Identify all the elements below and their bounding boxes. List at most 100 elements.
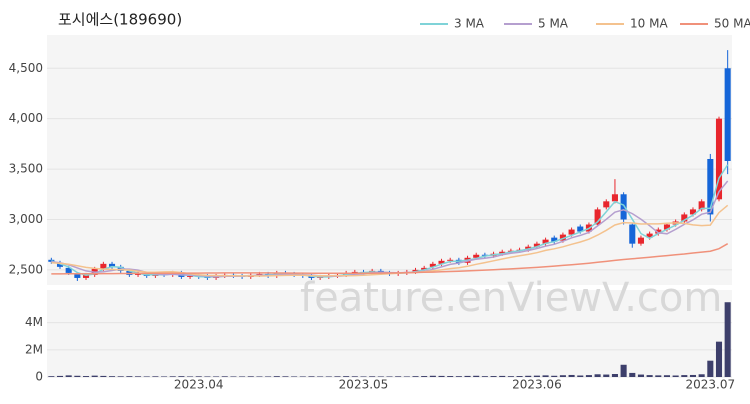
volume-bar xyxy=(507,376,514,377)
candle-body xyxy=(707,158,714,215)
volume-bar xyxy=(273,376,280,377)
volume-bar xyxy=(256,376,263,377)
volume-bar xyxy=(447,376,454,377)
candle-body xyxy=(655,229,662,234)
candle-body xyxy=(603,201,610,208)
candle-body xyxy=(637,237,644,244)
volume-bar xyxy=(152,376,159,377)
x-tick-label: 2023.04 xyxy=(174,378,224,392)
y-tick-label: 2M xyxy=(25,342,43,356)
volume-bar xyxy=(204,376,211,377)
candle-body xyxy=(620,194,627,220)
volume-bar xyxy=(672,375,679,377)
candle-body xyxy=(447,259,454,261)
candle-body xyxy=(611,194,618,202)
volume-bar xyxy=(681,375,688,377)
candle-body xyxy=(507,250,514,252)
volume-bar xyxy=(395,376,402,377)
candle-body xyxy=(481,254,488,256)
candle-body xyxy=(724,68,731,162)
volume-bar xyxy=(265,376,272,377)
volume-bar xyxy=(577,375,584,377)
volume-bar xyxy=(230,376,237,377)
volume-bar xyxy=(325,376,332,377)
candle-body xyxy=(559,234,566,241)
x-tick-label: 2023.07 xyxy=(686,378,736,392)
candle-body xyxy=(421,267,428,270)
volume-bar xyxy=(689,374,697,377)
volume-bar xyxy=(655,375,662,377)
volume-bar xyxy=(429,375,436,377)
volume-bar xyxy=(74,375,81,377)
y-tick-label: 4,000 xyxy=(9,111,43,125)
volume-bar xyxy=(135,376,142,377)
volume-bar xyxy=(282,376,289,377)
volume-bar xyxy=(421,376,428,377)
candle-body xyxy=(663,224,671,230)
volume-bar xyxy=(161,376,168,377)
y-tick-label: 4,500 xyxy=(9,61,43,75)
volume-bar xyxy=(108,376,116,377)
volume-bar xyxy=(455,376,462,377)
volume-bar xyxy=(620,364,627,377)
volume-bar xyxy=(533,375,540,377)
price-panel xyxy=(47,35,732,285)
candle-body xyxy=(646,233,653,238)
volume-bar xyxy=(698,374,705,377)
volume-bar xyxy=(516,376,523,377)
volume-bar xyxy=(65,375,72,377)
volume-bar xyxy=(334,376,341,377)
volume-bar xyxy=(629,372,636,377)
volume-bar xyxy=(343,376,350,377)
volume-bar xyxy=(646,375,653,377)
candle-body xyxy=(74,273,81,278)
volume-bar xyxy=(317,376,324,377)
volume-bar xyxy=(299,376,306,377)
volume-bar xyxy=(473,375,480,377)
volume-bar xyxy=(91,375,98,377)
ma-line xyxy=(51,243,729,275)
volume-bar xyxy=(178,376,185,377)
volume-bar xyxy=(499,375,506,377)
y-tick-label: 0 xyxy=(35,370,43,384)
candle-body xyxy=(689,209,697,215)
volume-bar xyxy=(56,375,64,377)
volume-bar xyxy=(126,376,133,377)
volume-bar xyxy=(525,375,532,377)
volume-bar xyxy=(48,376,55,377)
volume-bar xyxy=(403,376,410,377)
x-tick-label: 2023.05 xyxy=(339,378,389,392)
watermark: feature.enViewV.com xyxy=(300,275,722,321)
candle-body xyxy=(187,275,194,277)
volume-bar xyxy=(351,376,358,377)
candle-body xyxy=(56,262,64,267)
volume-bar xyxy=(603,374,610,377)
candle-body xyxy=(100,263,107,269)
volume-bar xyxy=(724,302,731,377)
volume-bar xyxy=(594,374,601,377)
volume-bar xyxy=(247,376,254,377)
volume-bar xyxy=(195,376,202,377)
y-tick-label: 3,500 xyxy=(9,162,43,176)
volume-bar xyxy=(663,375,671,377)
volume-bar xyxy=(464,375,471,377)
volume-bar xyxy=(637,374,644,377)
candle-body xyxy=(551,237,558,242)
volume-bar xyxy=(377,376,384,377)
candle-body xyxy=(499,251,506,254)
volume-bar xyxy=(585,375,592,377)
volume-bar xyxy=(100,375,107,377)
x-tick-label: 2023.06 xyxy=(512,378,562,392)
volume-bar xyxy=(369,376,376,377)
volume-bar xyxy=(386,376,393,377)
candle-body xyxy=(594,209,601,225)
y-tick-label: 4M xyxy=(25,315,43,329)
y-tick-label: 3,000 xyxy=(9,212,43,226)
candle-body xyxy=(351,271,358,273)
volume-bar xyxy=(291,376,298,377)
volume-bar xyxy=(551,375,558,377)
volume-bar xyxy=(559,375,566,377)
candle-body xyxy=(698,201,705,210)
y-tick-label: 2,500 xyxy=(9,262,43,276)
